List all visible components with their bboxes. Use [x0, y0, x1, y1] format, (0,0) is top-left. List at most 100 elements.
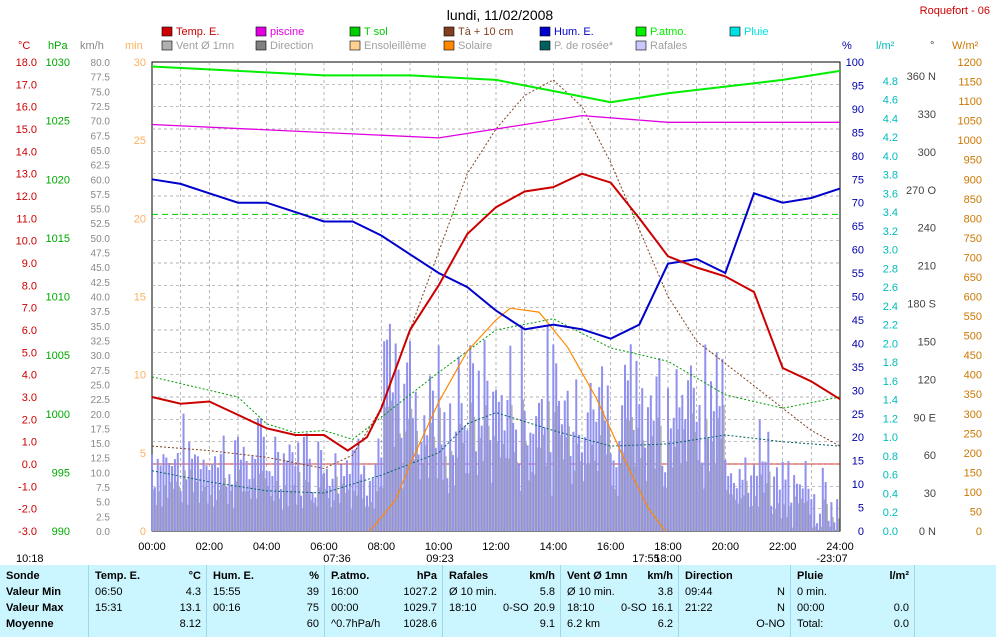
legend-swatch — [729, 26, 741, 37]
temp-tick-label: -1.0 — [18, 481, 37, 493]
humidity-tick-label: 40 — [852, 338, 864, 350]
rain-tick-label: 4.0 — [883, 151, 898, 163]
cell-time: Ø 10 min. — [567, 586, 615, 598]
cell-time: Total: — [797, 618, 824, 630]
wind-tick-label: 60.0 — [91, 175, 111, 186]
sun-tick-label: 5 — [140, 448, 146, 460]
solar-tick-label: 300 — [964, 409, 982, 421]
rain-tick-label: 4.6 — [883, 95, 898, 107]
row-label: Moyenne — [6, 618, 54, 630]
rain-tick-label: 0.6 — [883, 470, 898, 482]
station-name: Roquefort - 06 — [920, 5, 990, 17]
humidity-tick-label: 70 — [852, 198, 864, 210]
solar-tick-label: 200 — [964, 448, 982, 460]
temp-tick-label: 6.0 — [22, 325, 37, 337]
chart-lines — [151, 65, 841, 532]
dew-point-line — [151, 412, 841, 494]
temp-tick-label: 10.0 — [16, 236, 37, 248]
x-tick-label: 16:00 — [597, 541, 625, 553]
cell-time: 18:10 — [567, 602, 595, 614]
humidity-tick-label: 100 — [846, 57, 864, 69]
legend-swatch — [255, 40, 267, 51]
cell-time: 00:00 — [797, 602, 825, 614]
rain-tick-label: 1.8 — [883, 357, 898, 369]
temp-tick-label: -2.0 — [18, 504, 37, 516]
pressure-tick-label: 1030 — [46, 57, 70, 69]
solar-tick-label: 400 — [964, 370, 982, 382]
rain-tick-label: 1.0 — [883, 432, 898, 444]
cell-time: 21:22 — [685, 602, 713, 614]
cell-time: 6.2 km — [567, 618, 601, 630]
direction-axis-unit: ° — [930, 40, 934, 52]
wind-tick-label: 32.5 — [91, 336, 111, 347]
humidity-tick-label: 50 — [852, 292, 864, 304]
x-marker-label: 18:00 — [654, 553, 682, 565]
chart-axes: -3.0 -2.0 -1.0 0.0 1.0 2.0 3.0 4.0 5.0 6.0 7.0 8.0 9… — [16, 40, 982, 565]
cell-time: 00:16 — [213, 602, 241, 614]
temp-tick-label: 1.0 — [22, 437, 37, 449]
rain-tick-label: 3.6 — [883, 188, 898, 200]
cell-value: 0.0 — [893, 618, 909, 630]
legend-swatch — [539, 26, 551, 37]
legend-swatch — [161, 26, 173, 37]
humidity-line — [151, 178, 841, 340]
direction-tick-label: 270 O — [906, 185, 936, 197]
col-unit: hPa — [416, 570, 437, 582]
pressure-tick-label: 1015 — [46, 233, 70, 245]
direction-tick-label: 300 — [918, 147, 936, 159]
col-header: Direction — [685, 570, 733, 582]
chart-legend: Temp. E. piscine T sol Tà + 10 cm Hum. E. P.a… — [161, 26, 768, 52]
col-temp: Temp. E. °C 06:50 4.3 15:31 13.1 8.12 — [88, 565, 207, 637]
x-tick-label: 06:00 — [310, 541, 338, 553]
col-header: Pluie — [797, 570, 824, 582]
sun-axis-unit: min — [125, 40, 143, 52]
solar-tick-label: 650 — [964, 272, 982, 284]
x-tick-label: 24:00 — [826, 541, 854, 553]
temp-tick-label: 12.0 — [16, 191, 37, 203]
humidity-tick-label: 20 — [852, 432, 864, 444]
rain-axis-unit: l/m² — [876, 40, 895, 52]
legend-swatch — [539, 40, 551, 51]
sun-tick-label: 25 — [134, 135, 146, 147]
solar-tick-label: 550 — [964, 311, 982, 323]
col-header: Rafales — [449, 570, 489, 582]
direction-tick-label: 180 S — [907, 299, 936, 311]
temp-tick-label: 4.0 — [22, 370, 37, 382]
row-label: Valeur Min — [6, 586, 62, 598]
temp-tick-label: 7.0 — [22, 303, 37, 315]
cell-value: 1029.7 — [403, 602, 437, 614]
legend-label: P. de rosée* — [554, 40, 614, 52]
x-tick-label: 02:00 — [196, 541, 224, 553]
legend-swatch — [443, 26, 455, 37]
solar-tick-label: 950 — [964, 155, 982, 167]
col-unit: km/h — [647, 570, 673, 582]
temp-tick-label: 5.0 — [22, 347, 37, 359]
rain-tick-label: 0.8 — [883, 451, 898, 463]
rain-tick-label: 4.2 — [883, 132, 898, 144]
humidity-tick-label: 30 — [852, 385, 864, 397]
humidity-tick-label: 60 — [852, 245, 864, 257]
col-rafales: Rafales km/h Ø 10 min. 5.8 18:10 0-SO 20.9 9.1 — [442, 565, 561, 637]
solar-tick-label: 1000 — [958, 135, 982, 147]
temperature-line — [151, 172, 841, 452]
cell-value: 4.3 — [185, 586, 201, 598]
tsol-line — [151, 65, 841, 104]
solar-line — [369, 307, 666, 532]
temp-tick-label: 18.0 — [16, 57, 37, 69]
col-unit: km/h — [529, 570, 555, 582]
wind-tick-label: 77.5 — [91, 73, 111, 84]
x-tick-label: 08:00 — [368, 541, 396, 553]
solar-tick-label: 1200 — [958, 57, 982, 69]
wind-tick-label: 47.5 — [91, 249, 111, 260]
tsol-dashed-line — [151, 318, 841, 440]
cell-time: 15:55 — [213, 586, 241, 598]
x-tick-label: 04:00 — [253, 541, 281, 553]
col-hum: Hum. E.% 15:55 39 00:16 75 60 — [206, 565, 325, 637]
col-unit: °C — [188, 570, 201, 582]
solar-tick-label: 500 — [964, 331, 982, 343]
solar-tick-label: 600 — [964, 292, 982, 304]
row-label: Valeur Max — [6, 602, 64, 614]
wind-bars — [151, 323, 840, 531]
humidity-tick-label: 45 — [852, 315, 864, 327]
col-unit: l/m² — [889, 570, 909, 582]
